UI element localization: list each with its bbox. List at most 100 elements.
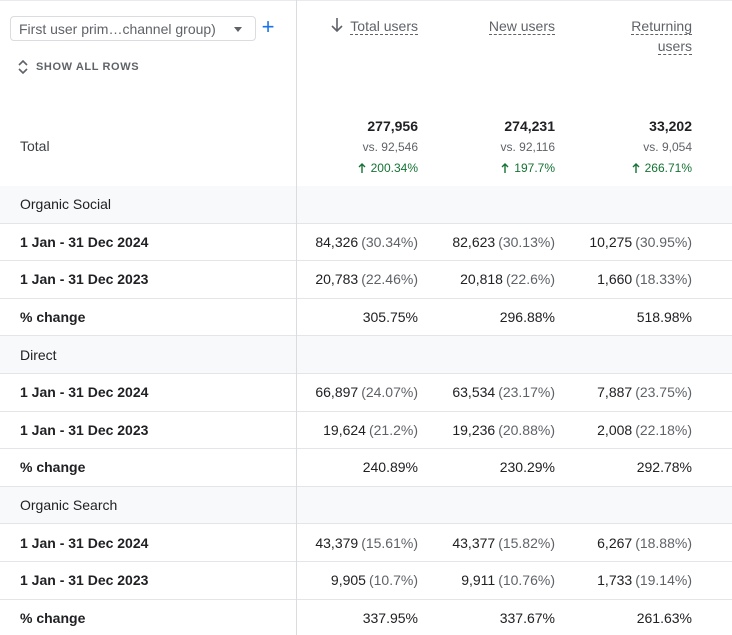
total-label: Total <box>20 138 50 154</box>
column-header-label: Total users <box>350 18 418 35</box>
table-row: % change 305.75% 296.88% 518.98% <box>0 299 732 337</box>
table-group-row: Organic Social <box>0 186 732 224</box>
row-label: 1 Jan - 31 Dec 2023 <box>20 271 149 288</box>
total-comparison: vs. 92,116 <box>500 140 555 154</box>
table-cell: 19,236 (20.88%) <box>452 412 555 449</box>
cell-percent: (22.46%) <box>361 271 418 288</box>
table-cell: 63,534 (23.17%) <box>452 374 555 411</box>
chevron-down-icon <box>234 27 242 32</box>
cell-value: 19,624 <box>323 421 366 438</box>
row-label: 1 Jan - 31 Dec 2024 <box>20 384 149 401</box>
cell-value: 7,887 <box>597 384 633 401</box>
column-header-new-users[interactable]: New users <box>488 16 555 36</box>
total-change-value: 200.34% <box>370 161 418 175</box>
arrow-up-icon <box>632 163 640 173</box>
table-cell: 1,660 (18.33%) <box>597 261 692 298</box>
dimension-select[interactable]: First user prim…channel group) <box>10 16 256 41</box>
row-label: 1 Jan - 31 Dec 2024 <box>20 534 149 551</box>
cell-value: 518.98% <box>636 309 692 326</box>
table-cell: 6,267 (18.88%) <box>597 524 692 561</box>
row-label: 1 Jan - 31 Dec 2023 <box>20 421 149 438</box>
cell-value: 82,623 <box>452 233 496 250</box>
table-cell: 84,326 (30.34%) <box>315 224 418 261</box>
table-cell: 240.89% <box>363 449 418 486</box>
arrow-up-icon <box>501 163 509 173</box>
table-cell: 43,377 (15.82%) <box>452 524 555 561</box>
table-cell: 10,275 (30.95%) <box>589 224 692 261</box>
total-value: 33,202 <box>649 118 692 134</box>
cell-percent: (10.76%) <box>498 572 555 589</box>
table-cell: 518.98% <box>637 299 692 336</box>
arrow-up-icon <box>358 163 366 173</box>
cell-value: 66,897 <box>315 384 359 401</box>
table-row: 1 Jan - 31 Dec 2024 43,379 (15.61%) 43,377(… <box>0 524 732 562</box>
row-label: % change <box>20 309 86 326</box>
cell-percent: (30.95%) <box>635 233 692 250</box>
cell-value: 1,733 <box>597 572 633 589</box>
cell-value: 6,267 <box>597 534 633 551</box>
table-cell: 2,008 (22.18%) <box>597 412 692 449</box>
table-cell: 43,379 (15.61%) <box>315 524 418 561</box>
table-cell: 230.29% <box>500 449 555 486</box>
table-cell: 337.95% <box>363 600 418 635</box>
cell-percent: (18.88%) <box>635 534 692 551</box>
top-border <box>0 0 732 1</box>
cell-value: 2,008 <box>597 421 633 438</box>
total-change-value: 266.71% <box>644 161 692 175</box>
row-label: Organic Social <box>20 196 112 213</box>
cell-percent: (19.14%) <box>635 572 692 589</box>
cell-percent: (10.7%) <box>368 572 418 589</box>
cell-value: 240.89% <box>362 459 418 476</box>
table-row: % change 337.95% 337.67% 261.63% <box>0 600 732 635</box>
total-cell-returning-users: 33,202 vs. 9,054 266.71% <box>532 0 692 187</box>
total-cell-new-users: 274,231 vs. 92,116 197.7% <box>395 0 555 187</box>
cell-value: 43,379 <box>315 534 359 551</box>
cell-percent: (22.6%) <box>505 271 555 288</box>
cell-percent: (30.34%) <box>361 233 418 250</box>
table-cell: 1,733 (19.14%) <box>597 562 692 599</box>
table-row: 1 Jan - 31 Dec 2023 20,783 (22.46%) 20,818(… <box>0 261 732 299</box>
column-header-label-line2: users <box>657 38 692 55</box>
cell-value: 84,326 <box>315 233 359 250</box>
table-cell: 7,887 (23.75%) <box>597 374 692 411</box>
row-label: % change <box>20 459 86 476</box>
table-cell: 20,783 (22.46%) <box>315 261 418 298</box>
table-cell: 66,897 (24.07%) <box>315 374 418 411</box>
row-label: 1 Jan - 31 Dec 2023 <box>20 572 149 589</box>
cell-value: 43,377 <box>452 534 496 551</box>
column-header-total-users[interactable]: Total users <box>330 16 418 36</box>
table-row: 1 Jan - 31 Dec 2024 66,897 (24.07%) 63,534(… <box>0 374 732 412</box>
row-label: Direct <box>20 346 57 363</box>
column-header-label: New users <box>488 18 555 35</box>
table-row: 1 Jan - 31 Dec 2023 19,624 (21.2%) 19,236 (2… <box>0 412 732 450</box>
cell-percent: (21.2%) <box>368 421 418 438</box>
column-header-label-line1: Returning <box>631 18 692 35</box>
table-row: % change 240.89% 230.29% 292.78% <box>0 449 732 487</box>
table-cell: 305.75% <box>363 299 418 336</box>
table-group-row: Direct <box>0 336 732 374</box>
total-change: 266.71% <box>632 161 692 175</box>
table-cell: 9,905 (10.7%) <box>331 562 418 599</box>
table-cell: 19,624 (21.2%) <box>323 412 418 449</box>
table-cell: 292.78% <box>637 449 692 486</box>
table-cell: 82,623 (30.13%) <box>452 224 555 261</box>
total-change: 197.7% <box>501 161 555 175</box>
cell-percent: (18.33%) <box>635 271 692 288</box>
unfold-icon <box>18 59 28 75</box>
cell-percent: (30.13%) <box>498 233 555 250</box>
table-group-row: Organic Search <box>0 486 732 525</box>
cell-value: 20,818 <box>460 271 503 288</box>
show-all-rows-button[interactable]: SHOW ALL ROWS <box>16 57 139 77</box>
row-label: 1 Jan - 31 Dec 2024 <box>20 233 149 250</box>
total-value: 277,956 <box>367 118 418 134</box>
cell-value: 63,534 <box>452 384 496 401</box>
add-dimension-button[interactable]: + <box>261 14 275 39</box>
cell-value: 337.67% <box>499 609 555 626</box>
table-cell: 20,818 (22.6%) <box>460 261 555 298</box>
cell-value: 337.95% <box>362 609 418 626</box>
total-change: 200.34% <box>358 161 418 175</box>
total-comparison: vs. 92,546 <box>362 140 418 154</box>
column-header-returning-users[interactable]: Returning users <box>631 16 692 56</box>
cell-percent: (22.18%) <box>635 421 692 438</box>
cell-percent: (23.17%) <box>498 384 555 401</box>
